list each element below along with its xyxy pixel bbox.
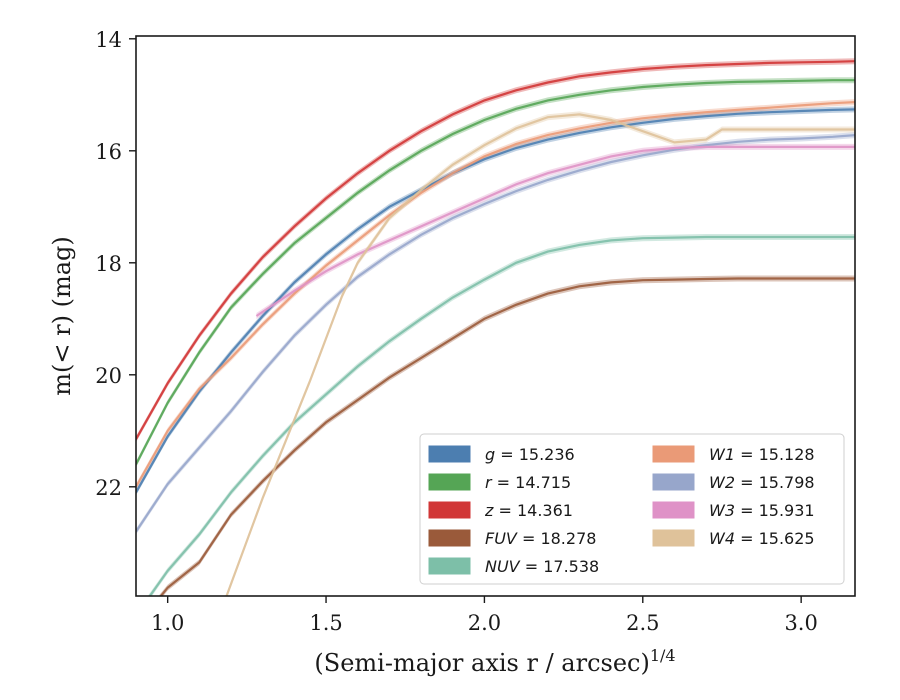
legend-label-nuv: NUV = 17.538 <box>485 557 599 576</box>
series-line-w1 <box>136 101 855 488</box>
series-lines <box>136 60 855 596</box>
series-line-nuv <box>148 235 855 596</box>
legend-label-w2: W2 = 15.798 <box>709 473 815 492</box>
legend-label-fuv: FUV = 18.278 <box>485 529 596 548</box>
y-axis-label: m(< r) (mag) <box>48 236 76 395</box>
legend-label-w1: W1 = 15.128 <box>709 445 815 464</box>
x-tick-label: 2.5 <box>626 611 659 635</box>
legend-swatch-w1 <box>652 445 695 463</box>
series-line-g <box>136 108 855 493</box>
x-tick-label: 1.5 <box>309 611 342 635</box>
series-line-w2 <box>136 134 855 533</box>
y-tick-label: 22 <box>95 476 122 500</box>
axis-ticks: 1.0 1.5 2.0 2.5 3.0 14 16 18 20 22 <box>95 28 818 635</box>
legend-label-w4: W4 = 15.625 <box>709 529 815 548</box>
legend-swatch-fuv <box>428 529 471 547</box>
x-tick-label: 1.0 <box>151 611 184 635</box>
legend-swatch-r <box>428 473 471 491</box>
y-tick-label: 14 <box>95 28 122 52</box>
x-axis-label-text: (Semi-major axis r / arcsec) <box>314 649 649 677</box>
legend-swatch-g <box>428 445 471 463</box>
x-axis-label-exponent: 1/4 <box>650 646 676 665</box>
legend-swatch-z <box>428 501 471 519</box>
plot-frame <box>135 35 856 597</box>
legend-swatch-w2 <box>652 473 695 491</box>
series-line-z <box>136 60 855 440</box>
x-axis-label: (Semi-major axis r / arcsec)1/4 <box>314 646 675 677</box>
x-tick-label: 3.0 <box>784 611 817 635</box>
legend-swatch-w3 <box>652 501 695 519</box>
legend-label-r: r = 14.715 <box>485 473 571 492</box>
y-tick-label: 16 <box>95 140 122 164</box>
legend-swatch-nuv <box>428 557 471 575</box>
series-line-fuv <box>159 277 855 596</box>
series-line-r <box>136 79 855 465</box>
legend-box <box>419 433 845 585</box>
legend-label-g: g = 15.236 <box>485 445 575 464</box>
legend-label-z: z = 14.361 <box>484 501 573 520</box>
y-tick-label: 18 <box>95 252 122 276</box>
legend-label-w3: W3 = 15.931 <box>709 501 815 520</box>
series-line-w3 <box>255 145 855 317</box>
series-line-w4 <box>225 113 855 596</box>
legend-swatch-w4 <box>652 529 695 547</box>
legend: g = 15.236 r = 14.715 z = 14.361 FUV = 18.2… <box>419 433 845 585</box>
y-tick-label: 20 <box>95 364 122 388</box>
x-tick-label: 2.0 <box>468 611 501 635</box>
